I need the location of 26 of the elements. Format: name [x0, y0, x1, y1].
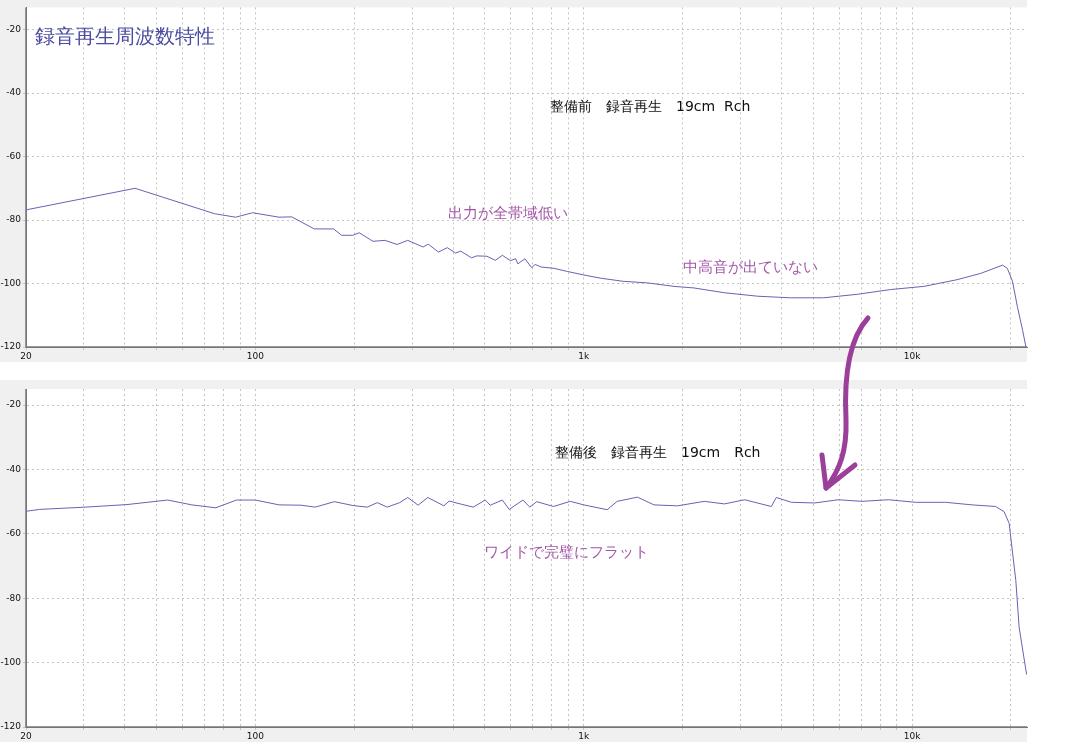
annotation: 中高音が出ていない	[683, 257, 818, 276]
annotation: 整備前 録音再生 19cm Rch	[550, 97, 751, 114]
x-tick-label: 1k	[578, 730, 590, 741]
y-tick-label: -100	[0, 656, 22, 667]
y-tick-label: -20	[6, 23, 22, 34]
x-tick-label: 100	[246, 730, 265, 741]
annotation: ワイドで完璧にフラット	[484, 542, 649, 561]
y-tick-label: -100	[0, 277, 22, 288]
y-tick-label: -80	[6, 592, 22, 603]
annotation: 整備後 録音再生 19cm Rch	[555, 443, 761, 460]
y-tick-label: -20	[6, 399, 22, 410]
y-tick-label: -40	[6, 463, 22, 474]
x-tick-label: 100	[246, 350, 265, 361]
y-tick-label: -120	[0, 721, 22, 732]
y-tick-label: -120	[0, 341, 22, 352]
y-tick-label: -40	[6, 87, 22, 98]
x-tick-label: 20	[20, 730, 32, 741]
text: 録音再生周波数特性	[35, 23, 215, 48]
annotation: 出力が全帯域低い	[448, 203, 568, 222]
x-tick-label: 10k	[903, 350, 922, 361]
y-tick-label: -60	[6, 528, 22, 539]
y-tick-label: -80	[6, 214, 22, 225]
y-tick-label: -60	[6, 150, 22, 161]
x-tick-label: 20	[20, 350, 32, 361]
x-tick-label: 10k	[903, 730, 922, 741]
x-tick-label: 1k	[578, 350, 590, 361]
